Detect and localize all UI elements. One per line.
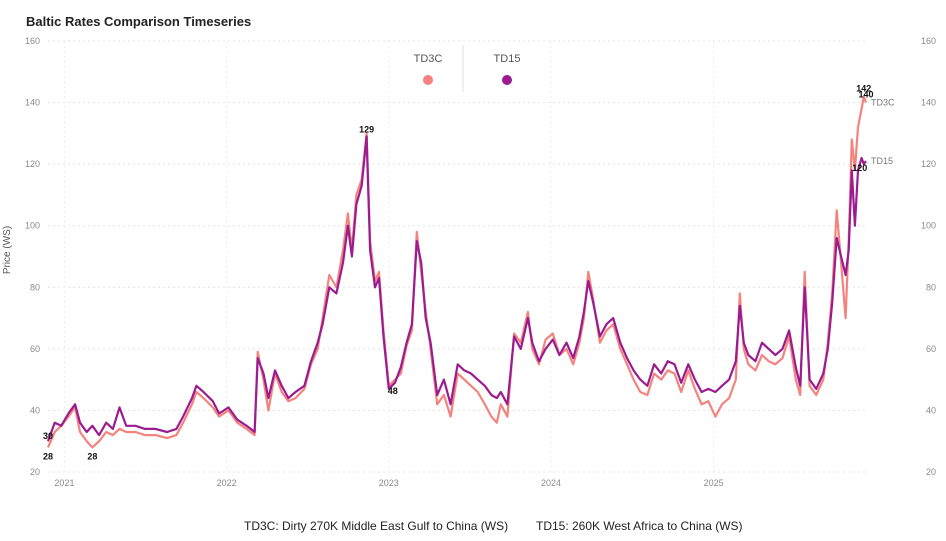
y-tick-label: 160 <box>25 36 40 46</box>
x-tick-label: 2024 <box>541 478 561 488</box>
x-tick-label: 2023 <box>379 478 399 488</box>
legend-label: TD3C <box>414 53 443 65</box>
series-end-label: TD3C <box>871 98 895 108</box>
x-tick-label: 2021 <box>54 478 74 488</box>
y-tick-label-right: 160 <box>921 36 936 46</box>
x-axis: 2021 2022 2023 2024 2025 <box>54 478 723 488</box>
y-tick-label-right: 120 <box>921 159 936 169</box>
y-tick-label: 80 <box>30 282 40 292</box>
data-label: 129 <box>359 124 374 134</box>
data-label: 28 <box>87 451 97 461</box>
legend-label: TD15 <box>494 53 521 65</box>
y-tick-label: 120 <box>25 159 40 169</box>
y-tick-label-right: 60 <box>926 344 936 354</box>
series-line-td15 <box>46 135 867 442</box>
y-tick-label-right: 100 <box>921 221 936 231</box>
y-tick-label: 60 <box>30 344 40 354</box>
series-end-labels: TD3C TD15 <box>871 98 895 166</box>
x-tick-label: 2022 <box>217 478 237 488</box>
legend-marker <box>423 75 433 85</box>
y-tick-label-right: 20 <box>926 467 936 477</box>
y-tick-label-right: 40 <box>926 405 936 415</box>
series-line-td3c <box>46 95 868 449</box>
y-tick-label-right: 140 <box>921 98 936 108</box>
data-label: 28 <box>43 451 53 461</box>
data-label: 120 <box>852 163 867 173</box>
series-end-label: TD15 <box>871 156 893 166</box>
series-lines <box>46 95 868 449</box>
y-tick-label: 100 <box>25 221 40 231</box>
y-tick-label-right: 80 <box>926 282 936 292</box>
legend-marker <box>502 75 512 85</box>
data-label: 30 <box>43 431 53 441</box>
y-tick-label: 140 <box>25 98 40 108</box>
y-tick-label: 40 <box>30 405 40 415</box>
data-label: 140 <box>858 90 873 100</box>
chart-title: Baltic Rates Comparison Timeseries <box>26 14 252 29</box>
footnote-td15: TD15: 260K West Africa to China (WS) <box>536 519 743 533</box>
footnote-td3c: TD3C: Dirty 270K Middle East Gulf to Chi… <box>244 519 509 533</box>
data-label: 48 <box>388 386 398 396</box>
x-tick-label: 2025 <box>704 478 724 488</box>
y-axis-left: 20 40 60 80 100 120 140 160 <box>25 36 40 477</box>
y-tick-label: 20 <box>30 467 40 477</box>
legend[interactable]: TD3C TD15 <box>414 45 521 92</box>
grid-lines <box>48 40 866 473</box>
data-label: 142 <box>856 83 871 93</box>
y-axis-label: Price (WS) <box>2 226 13 274</box>
y-axis-right: 20 40 60 80 100 120 140 160 <box>921 36 936 477</box>
